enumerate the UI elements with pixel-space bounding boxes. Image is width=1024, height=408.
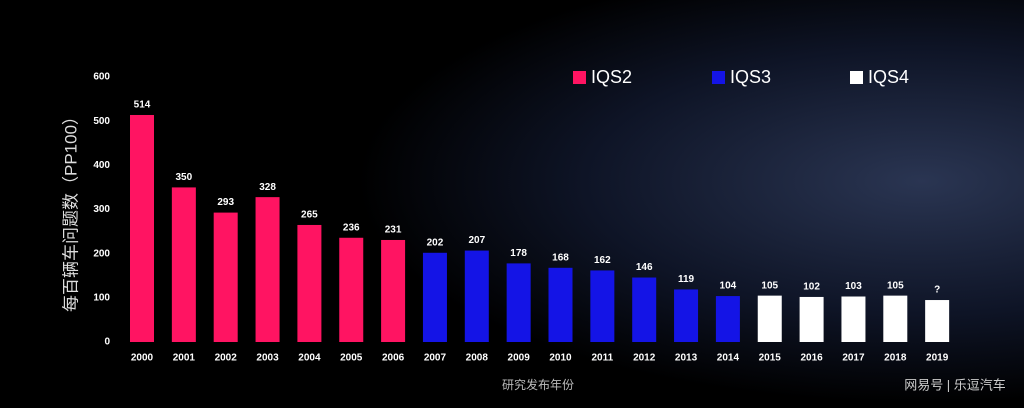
bar (339, 237, 364, 342)
y-tick-label: 200 (93, 248, 110, 259)
x-tick-label: 2000 (131, 353, 154, 364)
value-label: 293 (217, 197, 234, 208)
value-label: 162 (594, 255, 611, 266)
x-tick-label: 2012 (633, 353, 656, 364)
y-tick-label: 100 (93, 292, 110, 303)
y-tick-label: 500 (93, 116, 110, 127)
value-label: 207 (468, 235, 485, 246)
legend-swatch (850, 71, 863, 84)
value-label: 265 (301, 210, 318, 221)
bar (925, 300, 950, 342)
bar (590, 270, 615, 342)
bar (715, 296, 740, 342)
bar (799, 296, 824, 342)
bar (171, 187, 196, 342)
legend-label: IQS4 (868, 67, 909, 87)
watermark: 网易号 | 乐逗汽车 (904, 377, 1006, 392)
y-tick-label: 300 (93, 204, 110, 215)
x-tick-label: 2002 (215, 353, 238, 364)
value-label: 105 (887, 280, 904, 291)
value-label: 178 (510, 248, 527, 259)
y-axis-title: 每百辆车问题数（PP100） (61, 108, 80, 312)
bar (130, 114, 154, 342)
x-tick-label: 2019 (926, 353, 949, 364)
legend-swatch (573, 71, 586, 84)
bar (674, 289, 699, 342)
bar (506, 263, 531, 342)
x-tick-label: 2011 (591, 353, 613, 364)
value-label: 202 (427, 237, 444, 248)
value-label: 103 (845, 281, 862, 292)
bar (255, 197, 280, 342)
bar (841, 296, 866, 342)
value-label: 102 (803, 282, 820, 293)
legend-label: IQS2 (591, 67, 632, 87)
bar (213, 212, 238, 342)
value-label: 104 (720, 281, 737, 292)
y-tick-label: 400 (93, 160, 110, 171)
bar (883, 295, 908, 342)
x-tick-label: 2004 (298, 353, 321, 364)
x-tick-label: 2008 (466, 353, 489, 364)
bar (464, 250, 489, 342)
x-tick-label: 2003 (256, 353, 279, 364)
bar (757, 295, 782, 342)
value-label: 119 (678, 274, 695, 285)
x-tick-label: 2010 (549, 353, 572, 364)
value-label: 328 (259, 182, 276, 193)
bar (548, 267, 573, 342)
bar (297, 224, 322, 342)
x-tick-label: 2013 (675, 353, 698, 364)
x-tick-label: 2007 (424, 353, 447, 364)
value-label: 350 (176, 172, 193, 183)
bar (381, 239, 406, 342)
value-label: 514 (134, 100, 151, 111)
legend-swatch (712, 71, 725, 84)
x-tick-label: 2014 (717, 353, 740, 364)
x-axis-title: 研究发布年份 (502, 377, 574, 392)
bar (422, 252, 447, 342)
x-tick-label: 2015 (759, 353, 782, 364)
legend-label: IQS3 (730, 67, 771, 87)
x-tick-label: 2017 (842, 353, 865, 364)
x-tick-label: 2018 (884, 353, 907, 364)
value-label: 168 (552, 252, 569, 263)
value-label: 146 (636, 262, 653, 273)
y-tick-label: 600 (93, 72, 110, 83)
x-tick-label: 2001 (173, 353, 196, 364)
value-label: 105 (761, 280, 778, 291)
x-tick-label: 2005 (340, 353, 363, 364)
y-tick-label: 0 (104, 337, 110, 348)
x-tick-label: 2006 (382, 353, 405, 364)
x-tick-label: 2016 (800, 353, 823, 364)
value-label: 236 (343, 222, 360, 233)
value-label: ? (934, 285, 940, 296)
value-label: 231 (385, 225, 402, 236)
bar (632, 277, 657, 342)
x-tick-label: 2009 (508, 353, 531, 364)
